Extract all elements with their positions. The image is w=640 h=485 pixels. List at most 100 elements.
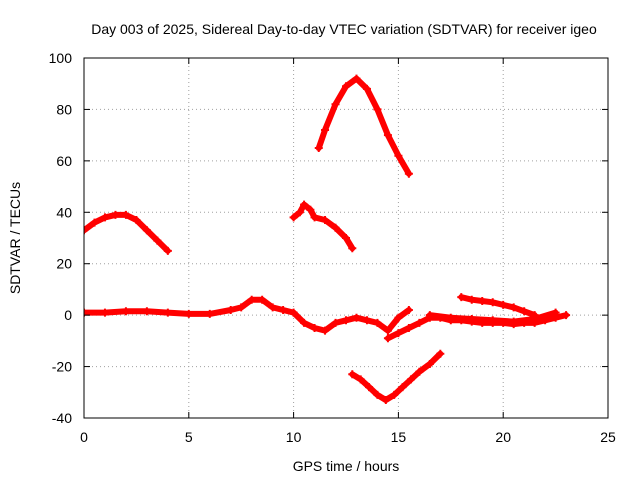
data-point-plus <box>415 318 424 327</box>
plot-frame <box>83 57 609 419</box>
data-point-plus <box>398 383 407 392</box>
series-arc-late <box>457 293 539 320</box>
data-point-plus <box>184 309 193 318</box>
y-axis-label: SDTVAR / TECUs <box>7 182 23 294</box>
data-point-plus <box>100 213 109 222</box>
data-point-plus <box>247 295 256 304</box>
series-arc-high <box>314 74 413 178</box>
data-point-plus <box>362 316 371 325</box>
data-point-plus <box>383 131 392 140</box>
x-tick-label: 15 <box>391 429 407 445</box>
data-point-plus <box>394 151 403 160</box>
data-point-plus <box>404 306 413 314</box>
x-tick-label: 10 <box>286 429 302 445</box>
data-point-plus <box>425 360 434 368</box>
data-point-plus <box>362 84 371 93</box>
ticks: 0 5 10 15 20 25 -40 -20 0 20 40 60 80 100 <box>49 50 616 445</box>
data-point-plus <box>381 396 390 404</box>
data-point-plus <box>488 316 497 325</box>
data-point-plus <box>342 316 350 325</box>
series-layer <box>84 74 571 404</box>
data-point-plus <box>142 226 151 235</box>
y-tick-label: 80 <box>56 101 72 117</box>
data-point-plus <box>551 308 560 317</box>
data-point-plus <box>404 324 413 332</box>
data-point-plus <box>237 303 246 312</box>
data-point-plus <box>100 308 109 317</box>
data-point-plus <box>488 298 497 307</box>
data-point-plus <box>268 303 277 312</box>
data-point-plus <box>163 308 172 317</box>
data-point-plus <box>356 375 365 384</box>
y-tick-label: 60 <box>56 153 72 169</box>
data-point-plus <box>436 349 445 358</box>
data-point-plus <box>300 200 309 209</box>
chart-title: Day 003 of 2025, Sidereal Day-to-day VTE… <box>91 21 597 37</box>
data-point-plus <box>289 308 298 317</box>
data-point-plus <box>404 169 413 178</box>
data-point-plus <box>321 126 330 134</box>
data-point-plus <box>331 318 340 327</box>
series-arc-negative <box>348 349 445 404</box>
series-near-zero-early <box>84 295 413 335</box>
series-near-zero-band <box>425 308 560 326</box>
data-point-plus <box>348 370 357 379</box>
data-point-plus <box>352 74 361 83</box>
data-point-plus <box>342 82 350 91</box>
data-point-plus <box>310 324 319 332</box>
data-point-plus <box>321 216 330 224</box>
data-point-plus <box>520 307 529 316</box>
series-line <box>315 75 412 177</box>
data-point-plus <box>306 205 315 214</box>
data-point-plus <box>499 300 508 309</box>
data-point-plus <box>331 100 340 109</box>
series-line <box>290 201 356 252</box>
data-point-plus <box>394 329 403 338</box>
y-tick-label: -20 <box>52 359 72 375</box>
data-point-plus <box>425 311 434 320</box>
data-point-plus <box>205 309 214 318</box>
data-point-plus <box>300 318 309 327</box>
data-point-plus <box>153 236 162 245</box>
data-point-plus <box>132 216 141 224</box>
data-point-plus <box>295 208 304 217</box>
data-point-plus <box>373 318 382 327</box>
data-point-plus <box>478 297 487 305</box>
data-point-plus <box>415 367 424 376</box>
data-point-plus <box>111 210 120 219</box>
data-point-plus <box>84 226 88 235</box>
data-point-plus <box>467 295 476 304</box>
y-tick-label: -40 <box>52 410 72 426</box>
grid <box>84 58 608 418</box>
series-line <box>349 350 444 403</box>
data-point-plus <box>279 306 288 314</box>
data-point-plus <box>163 246 172 255</box>
data-point-plus <box>509 303 518 312</box>
series-arc-mid <box>289 200 357 253</box>
data-point-plus <box>446 313 455 322</box>
data-point-plus <box>310 213 319 222</box>
x-tick-label: 0 <box>80 429 88 445</box>
data-point-plus <box>352 313 361 322</box>
data-point-plus <box>314 144 323 152</box>
data-point-plus <box>457 293 466 302</box>
data-point-plus <box>348 244 357 253</box>
data-point-plus <box>394 313 403 322</box>
data-point-plus <box>530 315 539 323</box>
data-point-plus <box>562 311 571 320</box>
data-point-plus <box>467 315 476 323</box>
data-point-plus <box>289 213 298 222</box>
data-point-plus <box>365 383 374 392</box>
data-point-plus <box>373 105 382 114</box>
x-tick-label: 20 <box>495 429 511 445</box>
x-axis-label: GPS time / hours <box>293 458 400 474</box>
data-point-plus <box>406 375 415 384</box>
data-point-plus <box>383 334 392 343</box>
data-point-plus <box>90 218 99 227</box>
data-point-plus <box>331 223 340 232</box>
data-point-plus <box>509 317 518 326</box>
y-tick-label: 40 <box>56 204 72 220</box>
data-point-plus <box>383 326 392 335</box>
